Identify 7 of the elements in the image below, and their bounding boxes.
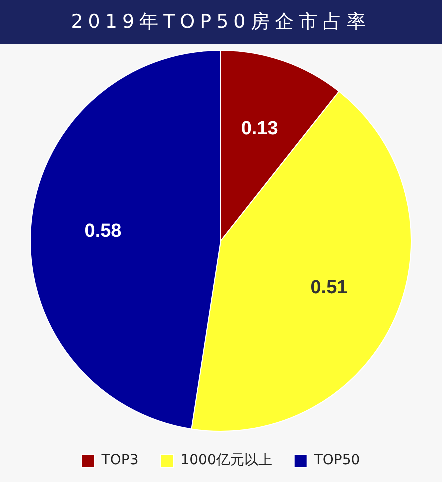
data-label: 0.58 <box>84 221 122 242</box>
data-label: 0.13 <box>241 118 278 140</box>
legend-label: TOP50 <box>313 452 360 469</box>
data-label: 0.51 <box>310 278 348 299</box>
chart-title: 2019年TOP50房企市占率 <box>0 0 442 44</box>
legend-label: TOP3 <box>100 452 139 469</box>
legend-label: 1000亿元以上 <box>180 452 272 469</box>
